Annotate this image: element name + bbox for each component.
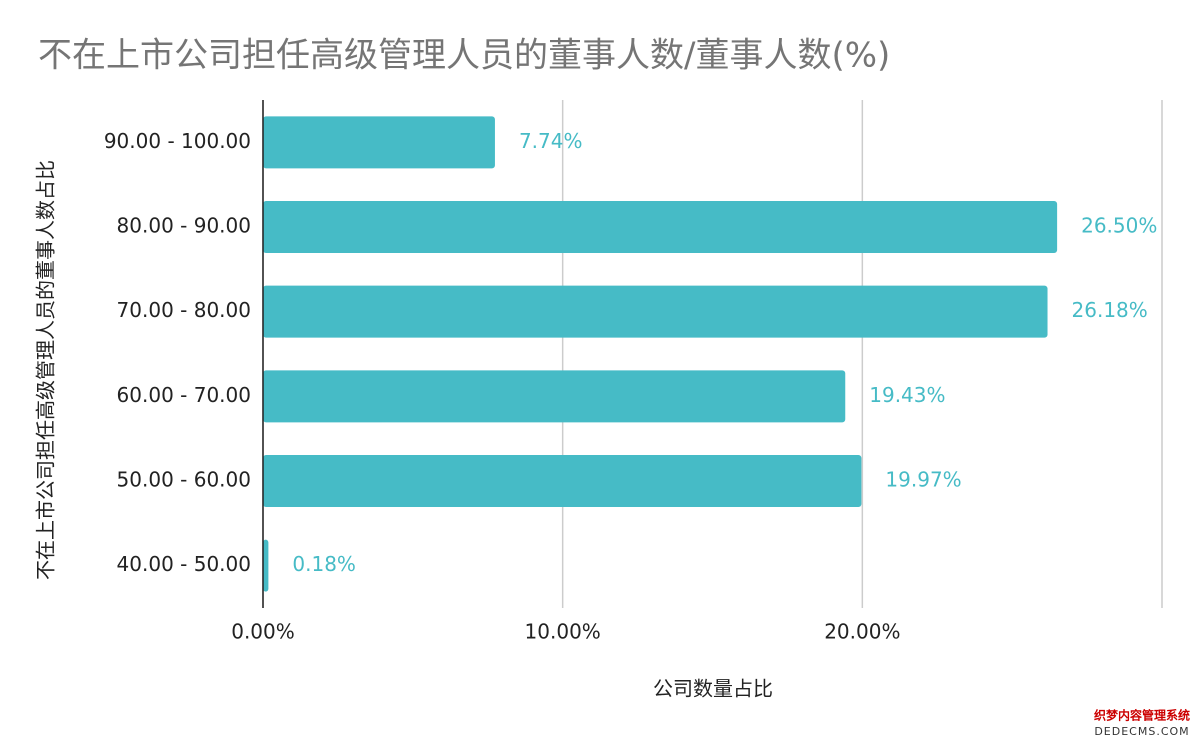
value-label: 0.18% [292, 552, 356, 576]
bar [263, 455, 862, 507]
x-tick-label: 10.00% [525, 620, 601, 644]
bar [263, 370, 846, 423]
value-label: 7.74% [519, 129, 583, 153]
y-tick-label: 90.00 - 100.00 [104, 129, 251, 153]
chart-title: 不在上市公司担任高级管理人员的董事人数/董事人数(%) [38, 36, 890, 76]
x-axis-title: 公司数量占比 [653, 677, 773, 701]
watermark-box [1088, 704, 1200, 742]
y-axis-title: 不在上市公司担任高级管理人员的董事人数占比 [34, 160, 58, 580]
value-label: 26.50% [1081, 214, 1157, 238]
y-tick-label: 40.00 - 50.00 [117, 552, 251, 576]
bar [263, 539, 269, 592]
value-label: 19.43% [869, 383, 945, 407]
x-tick-label: 0.00% [231, 620, 295, 644]
y-tick-label: 50.00 - 60.00 [117, 468, 251, 492]
bar [263, 285, 1048, 338]
value-label: 19.97% [885, 468, 961, 492]
y-tick-label: 80.00 - 90.00 [117, 214, 251, 238]
bar [263, 116, 495, 169]
watermark: DEDECMS.COM [1094, 725, 1189, 738]
bar [263, 201, 1058, 253]
x-tick-label: 20.00% [824, 620, 900, 644]
y-tick-label: 60.00 - 70.00 [117, 383, 251, 407]
value-label: 26.18% [1072, 298, 1148, 322]
watermark: 织梦内容管理系统 [1094, 708, 1190, 723]
y-tick-label: 70.00 - 80.00 [117, 298, 251, 322]
